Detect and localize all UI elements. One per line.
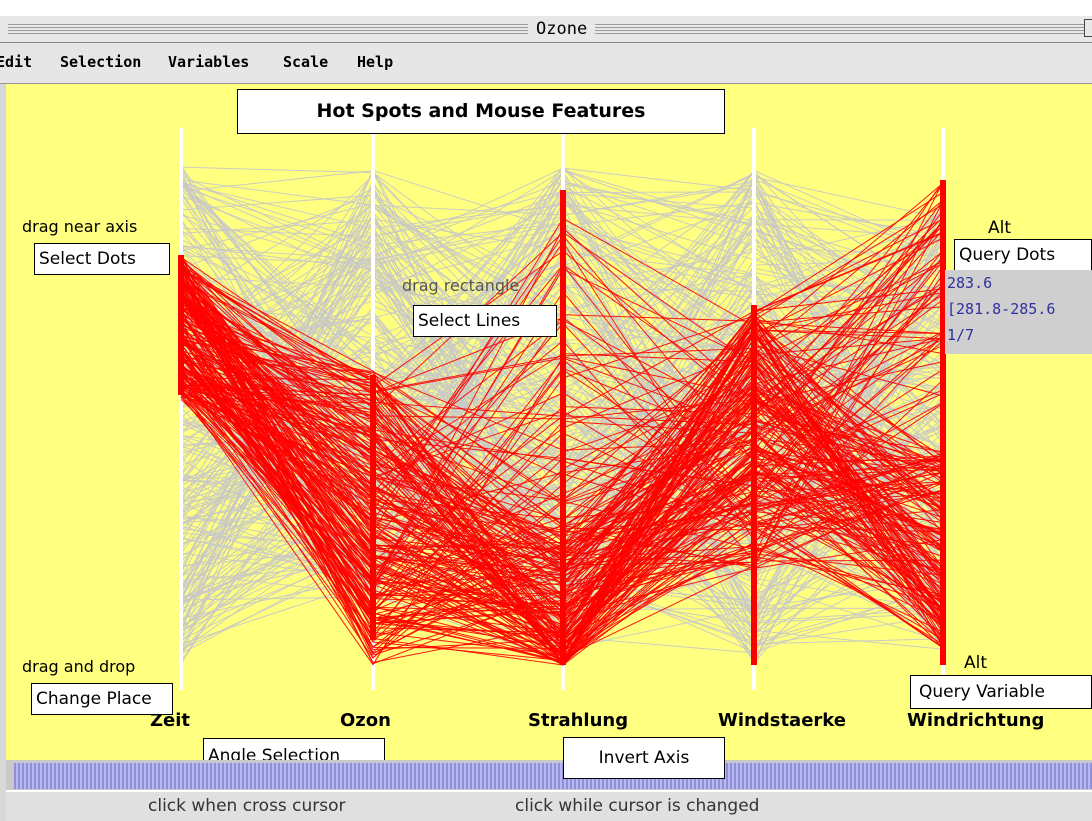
statusbar: click when cross cursor click while curs… [6,792,1092,821]
selected-dots-band [178,255,184,395]
select-lines-hint: drag rectangle [402,276,520,295]
scrollbar-track[interactable] [14,763,1092,789]
window-left-edge [0,84,6,821]
query-count: 1/7 [947,326,975,344]
axis-label-zeit[interactable]: Zeit [150,710,191,731]
status-right-text: click while cursor is changed [515,796,760,816]
axis-label-windstaerke[interactable]: Windstaerke [718,710,846,731]
axis-label-strahlung[interactable]: Strahlung [528,710,629,731]
menu-edit[interactable]: Edit [0,53,33,71]
query-variable-alt-hint: Alt [964,653,988,673]
menubar: Edit Selection Variables Scale Help [0,43,1092,84]
menu-selection[interactable]: Selection [60,53,142,71]
menu-scale[interactable]: Scale [283,53,329,71]
query-dots-alt-hint: Alt [988,218,1012,238]
query-dots-callout: Query Dots [954,239,1092,271]
select-dots-hint: drag near axis [22,217,138,236]
query-variable-callout: Query Variable [910,675,1092,709]
invert-axis-callout: Invert Axis [563,737,725,779]
horizontal-scrollbar[interactable] [6,760,1092,790]
select-dots-callout: Select Dots [34,243,170,275]
selected-dots-band [940,180,946,665]
axis-label-windrichtung[interactable]: Windrichtung [907,710,1045,731]
query-dots-readout: 283.6 [281.8-285.6 1/7 [945,270,1092,354]
status-left-text: click when cross cursor [148,796,346,816]
select-lines-callout: Select Lines [413,305,557,337]
window-title: Ozone [528,18,596,40]
selected-dots-band [751,305,757,665]
selected-dots-band [370,375,376,640]
change-place-hint: drag and drop [22,657,136,676]
menu-variables[interactable]: Variables [168,53,250,71]
menu-help[interactable]: Help [357,53,394,71]
change-place-callout: Change Place [31,683,173,715]
query-value: 283.6 [947,274,993,292]
axis-label-ozon[interactable]: Ozon [340,710,391,731]
zoom-box-icon[interactable] [1084,19,1092,37]
query-range: [281.8-285.6 [947,300,1056,318]
plot-title: Hot Spots and Mouse Features [237,89,725,134]
selected-dots-band [560,190,566,665]
window-titlebar[interactable]: Ozone [0,16,1092,43]
